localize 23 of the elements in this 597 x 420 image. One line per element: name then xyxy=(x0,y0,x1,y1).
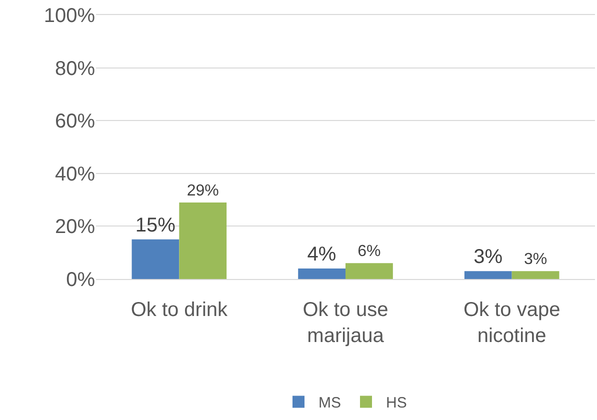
bar xyxy=(179,202,227,279)
y-tick-label: 20% xyxy=(54,216,96,238)
bar xyxy=(132,239,180,279)
data-label: 15% xyxy=(135,214,176,236)
y-tick-label: 40% xyxy=(54,163,96,186)
y-tick-label: 100% xyxy=(44,5,96,27)
y-tick-label: 0% xyxy=(66,269,96,291)
bar xyxy=(464,271,512,279)
data-label: 4% xyxy=(307,243,336,266)
y-tick-label: 60% xyxy=(54,110,96,133)
data-label: 3% xyxy=(524,251,548,268)
legend-label: MS xyxy=(318,394,341,412)
bar xyxy=(512,271,560,279)
bar xyxy=(346,263,393,279)
x-tick-label: Ok to use marijaua xyxy=(302,299,388,348)
data-label: 3% xyxy=(474,246,503,268)
bar xyxy=(298,268,346,279)
y-tick-label: 80% xyxy=(54,58,96,80)
x-tick-label: Ok to drink xyxy=(130,299,229,322)
data-label: 29% xyxy=(186,182,219,200)
legend-label: HS xyxy=(386,394,407,412)
x-tick-label: Ok to vape nicotine xyxy=(463,299,560,348)
data-label: 6% xyxy=(358,243,381,260)
